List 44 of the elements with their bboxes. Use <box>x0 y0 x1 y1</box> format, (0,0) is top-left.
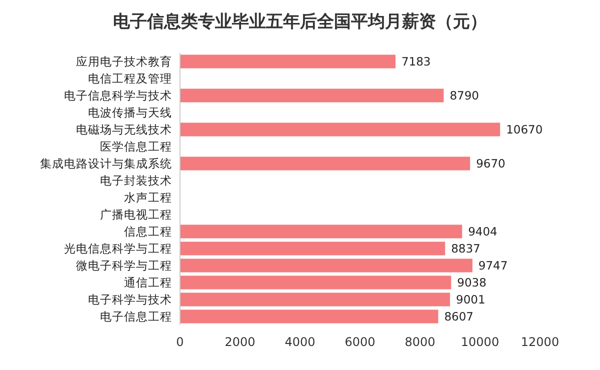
bar <box>180 54 396 68</box>
x-tick-label: 4000 <box>284 335 316 349</box>
x-tick-label: 2000 <box>224 335 256 349</box>
y-tick-label: 电子科学与技术 <box>88 292 172 306</box>
chart-title: 电子信息类专业毕业五年后全国平均月薪资（元） <box>113 12 487 32</box>
x-tick-label: 0 <box>176 335 184 349</box>
bar <box>180 292 450 306</box>
bar <box>180 224 462 238</box>
data-label: 9670 <box>476 156 506 170</box>
y-tick-label: 信息工程 <box>124 224 172 238</box>
y-tick-label: 光电信息科学与工程 <box>64 242 172 256</box>
y-tick-label: 集成电路设计与集成系统 <box>40 156 172 170</box>
data-label: 9001 <box>456 292 486 306</box>
y-tick-label: 电磁场与无线技术 <box>76 122 172 136</box>
data-label: 9404 <box>468 224 498 238</box>
y-tick-label: 通信工程 <box>124 276 172 290</box>
y-tick-label: 电子封装技术 <box>100 174 172 188</box>
bar <box>180 122 500 136</box>
y-tick-label: 水声工程 <box>124 190 172 204</box>
x-tick-label: 10000 <box>460 335 500 349</box>
bar <box>180 276 452 290</box>
y-tick-label: 电信工程及管理 <box>88 72 172 86</box>
x-tick-label: 8000 <box>404 335 436 349</box>
y-tick-label: 微电子科学与工程 <box>76 258 172 272</box>
data-label: 9038 <box>457 276 486 290</box>
bar <box>180 156 470 170</box>
y-tick-label: 医学信息工程 <box>100 140 172 154</box>
bar <box>180 242 446 256</box>
data-label: 9747 <box>478 258 508 272</box>
y-tick-label: 电波传播与天线 <box>88 106 172 120</box>
y-tick-label: 应用电子技术教育 <box>76 54 172 68</box>
bar <box>180 258 472 272</box>
data-label: 8607 <box>444 310 474 324</box>
bar <box>180 310 438 324</box>
x-tick-label: 6000 <box>344 335 376 349</box>
data-label: 8837 <box>451 242 480 256</box>
y-tick-label: 电子信息工程 <box>100 310 172 324</box>
data-label: 10670 <box>506 122 543 136</box>
y-tick-label: 广播电视工程 <box>100 208 172 222</box>
data-label: 7183 <box>401 54 431 68</box>
bar <box>180 88 444 102</box>
data-label: 8790 <box>450 88 479 102</box>
x-tick-label: 12000 <box>520 335 560 349</box>
y-tick-label: 电子信息科学与技术 <box>64 88 172 102</box>
